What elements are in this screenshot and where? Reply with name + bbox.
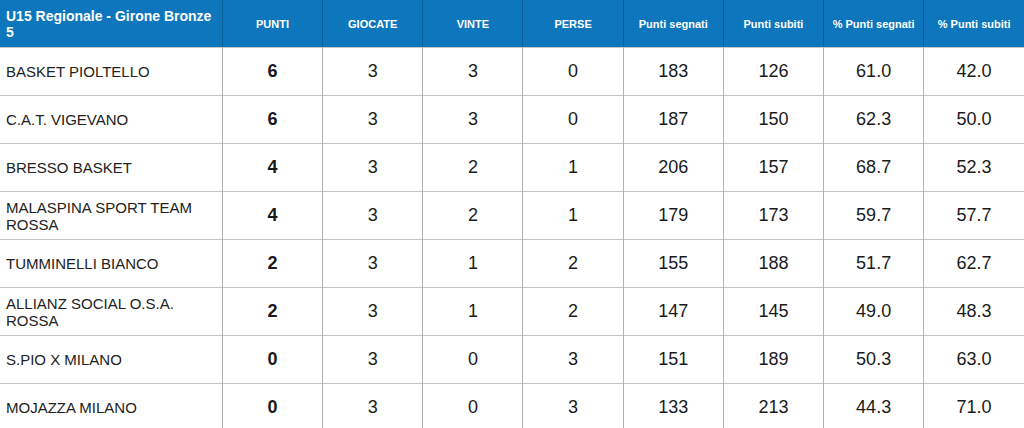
col-header-vinte: VINTE bbox=[423, 0, 523, 48]
team-name: ALLIANZ SOCIAL O.S.A. ROSSA bbox=[0, 288, 222, 336]
punti-segnati-cell: 151 bbox=[623, 336, 723, 384]
punti-segnati-cell: 179 bbox=[623, 192, 723, 240]
pct-punti-segnati-cell: 49.0 bbox=[824, 288, 924, 336]
vinte-cell: 2 bbox=[423, 192, 523, 240]
vinte-cell: 3 bbox=[423, 96, 523, 144]
table-row: MALASPINA SPORT TEAM ROSSA432117917359.7… bbox=[0, 192, 1024, 240]
punti-segnati-cell: 155 bbox=[623, 240, 723, 288]
team-name: S.PIO X MILANO bbox=[0, 336, 222, 384]
punti-subiti-cell: 145 bbox=[723, 288, 823, 336]
team-name: MALASPINA SPORT TEAM ROSSA bbox=[0, 192, 222, 240]
punti-subiti-cell: 157 bbox=[723, 144, 823, 192]
team-name: BASKET PIOLTELLO bbox=[0, 48, 222, 96]
table-row: C.A.T. VIGEVANO633018715062.350.0 bbox=[0, 96, 1024, 144]
punti-segnati-cell: 133 bbox=[623, 384, 723, 428]
pct-punti-segnati-cell: 62.3 bbox=[824, 96, 924, 144]
punti-cell: 2 bbox=[222, 288, 322, 336]
vinte-cell: 0 bbox=[423, 336, 523, 384]
table-row: MOJAZZA MILANO030313321344.371.0 bbox=[0, 384, 1024, 428]
punti-subiti-cell: 173 bbox=[723, 192, 823, 240]
table-row: BRESSO BASKET432120615768.752.3 bbox=[0, 144, 1024, 192]
pct-punti-subiti-cell: 50.0 bbox=[924, 96, 1024, 144]
team-name: BRESSO BASKET bbox=[0, 144, 222, 192]
table-row: BASKET PIOLTELLO633018312661.042.0 bbox=[0, 48, 1024, 96]
table-row: TUMMINELLI BIANCO231215518851.762.7 bbox=[0, 240, 1024, 288]
perse-cell: 0 bbox=[523, 96, 623, 144]
team-name: C.A.T. VIGEVANO bbox=[0, 96, 222, 144]
punti-cell: 0 bbox=[222, 384, 322, 428]
table-row: ALLIANZ SOCIAL O.S.A. ROSSA231214714549.… bbox=[0, 288, 1024, 336]
perse-cell: 1 bbox=[523, 192, 623, 240]
punti-subiti-cell: 188 bbox=[723, 240, 823, 288]
giocate-cell: 3 bbox=[323, 144, 423, 192]
team-name: MOJAZZA MILANO bbox=[0, 384, 222, 428]
pct-punti-segnati-cell: 44.3 bbox=[824, 384, 924, 428]
punti-segnati-cell: 187 bbox=[623, 96, 723, 144]
col-header-punti-subiti: Punti subiti bbox=[723, 0, 823, 48]
vinte-cell: 1 bbox=[423, 240, 523, 288]
giocate-cell: 3 bbox=[323, 240, 423, 288]
perse-cell: 2 bbox=[523, 288, 623, 336]
punti-subiti-cell: 150 bbox=[723, 96, 823, 144]
punti-segnati-cell: 147 bbox=[623, 288, 723, 336]
pct-punti-segnati-cell: 61.0 bbox=[824, 48, 924, 96]
giocate-cell: 3 bbox=[323, 96, 423, 144]
col-header-giocate: GIOCATE bbox=[323, 0, 423, 48]
col-header-punti: PUNTI bbox=[222, 0, 322, 48]
table-title: U15 Regionale - Girone Bronze 5 bbox=[0, 0, 222, 48]
header-row: U15 Regionale - Girone Bronze 5 PUNTI GI… bbox=[0, 0, 1024, 48]
standings-table: U15 Regionale - Girone Bronze 5 PUNTI GI… bbox=[0, 0, 1024, 428]
col-header-pct-punti-subiti: % Punti subiti bbox=[924, 0, 1024, 48]
perse-cell: 3 bbox=[523, 336, 623, 384]
perse-cell: 3 bbox=[523, 384, 623, 428]
punti-cell: 4 bbox=[222, 192, 322, 240]
col-header-perse: PERSE bbox=[523, 0, 623, 48]
vinte-cell: 0 bbox=[423, 384, 523, 428]
pct-punti-segnati-cell: 68.7 bbox=[824, 144, 924, 192]
pct-punti-subiti-cell: 71.0 bbox=[924, 384, 1024, 428]
perse-cell: 1 bbox=[523, 144, 623, 192]
team-name: TUMMINELLI BIANCO bbox=[0, 240, 222, 288]
perse-cell: 2 bbox=[523, 240, 623, 288]
pct-punti-subiti-cell: 62.7 bbox=[924, 240, 1024, 288]
punti-cell: 6 bbox=[222, 48, 322, 96]
vinte-cell: 2 bbox=[423, 144, 523, 192]
punti-subiti-cell: 213 bbox=[723, 384, 823, 428]
pct-punti-segnati-cell: 50.3 bbox=[824, 336, 924, 384]
col-header-punti-segnati: Punti segnati bbox=[623, 0, 723, 48]
vinte-cell: 1 bbox=[423, 288, 523, 336]
punti-segnati-cell: 206 bbox=[623, 144, 723, 192]
giocate-cell: 3 bbox=[323, 336, 423, 384]
giocate-cell: 3 bbox=[323, 192, 423, 240]
giocate-cell: 3 bbox=[323, 384, 423, 428]
punti-cell: 6 bbox=[222, 96, 322, 144]
punti-segnati-cell: 183 bbox=[623, 48, 723, 96]
col-header-pct-punti-segnati: % Punti segnati bbox=[824, 0, 924, 48]
pct-punti-subiti-cell: 52.3 bbox=[924, 144, 1024, 192]
punti-cell: 2 bbox=[222, 240, 322, 288]
pct-punti-subiti-cell: 42.0 bbox=[924, 48, 1024, 96]
table-row: S.PIO X MILANO030315118950.363.0 bbox=[0, 336, 1024, 384]
pct-punti-subiti-cell: 63.0 bbox=[924, 336, 1024, 384]
pct-punti-subiti-cell: 57.7 bbox=[924, 192, 1024, 240]
giocate-cell: 3 bbox=[323, 288, 423, 336]
punti-subiti-cell: 189 bbox=[723, 336, 823, 384]
pct-punti-subiti-cell: 48.3 bbox=[924, 288, 1024, 336]
giocate-cell: 3 bbox=[323, 48, 423, 96]
punti-cell: 0 bbox=[222, 336, 322, 384]
table-body: BASKET PIOLTELLO633018312661.042.0C.A.T.… bbox=[0, 48, 1024, 428]
pct-punti-segnati-cell: 51.7 bbox=[824, 240, 924, 288]
punti-cell: 4 bbox=[222, 144, 322, 192]
vinte-cell: 3 bbox=[423, 48, 523, 96]
perse-cell: 0 bbox=[523, 48, 623, 96]
pct-punti-segnati-cell: 59.7 bbox=[824, 192, 924, 240]
punti-subiti-cell: 126 bbox=[723, 48, 823, 96]
